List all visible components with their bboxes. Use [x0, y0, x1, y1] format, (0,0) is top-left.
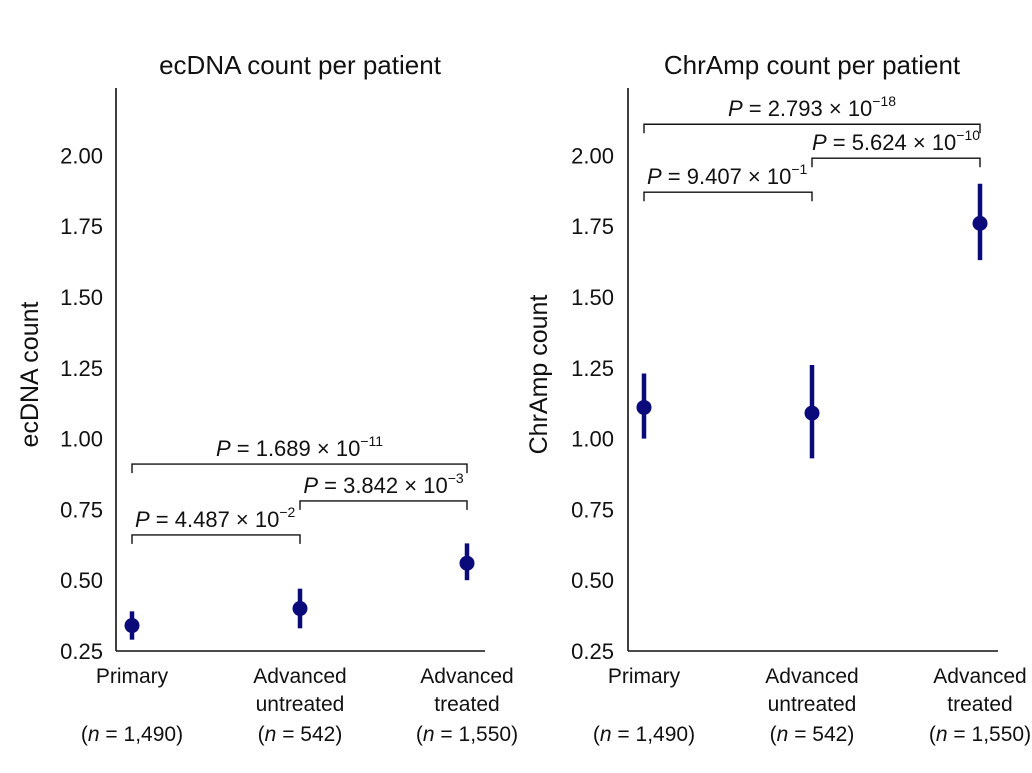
- y-tick-label: 0.75: [60, 497, 103, 522]
- y-tick-label: 1.00: [571, 427, 614, 452]
- x-category-label-line2: treated: [947, 693, 1012, 716]
- y-tick-label: 0.75: [571, 497, 614, 522]
- y-axis-label: ecDNA count: [16, 301, 44, 447]
- p-value-label: P = 1.689 × 10−11: [216, 433, 383, 461]
- y-tick-label: 1.00: [60, 427, 103, 452]
- p-value-label: P = 2.793 × 10−18: [728, 93, 896, 121]
- y-tick-label: 0.50: [571, 568, 614, 593]
- p-value-label: P = 3.842 × 10−3: [303, 470, 464, 498]
- significance-bracket: [811, 157, 981, 168]
- y-tick-label: 1.75: [571, 214, 614, 239]
- data-point: [459, 555, 475, 571]
- data-point: [972, 215, 988, 231]
- p-value-label: P = 9.407 × 10−1: [647, 161, 808, 189]
- significance-bracket: [643, 191, 813, 202]
- y-tick-label: 2.00: [60, 143, 103, 168]
- x-category-label-line2: untreated: [256, 693, 345, 716]
- y-tick-label: 1.25: [60, 356, 103, 381]
- y-tick-label: 0.50: [60, 568, 103, 593]
- x-category-label: Primary: [96, 665, 169, 688]
- significance-bracket: [131, 534, 301, 544]
- x-category-n-label: (n = 1,490): [593, 723, 695, 746]
- x-category-label: Advanced: [933, 665, 1026, 688]
- y-axis-label: ChrAmp count: [525, 295, 553, 455]
- p-value-label: P = 4.487 × 10−2: [135, 504, 296, 532]
- significance-bracket: [131, 463, 468, 474]
- y-tick-label: 1.75: [60, 214, 103, 239]
- y-tick-label: 1.50: [571, 285, 614, 310]
- p-value-label: P = 5.624 × 10−10: [812, 127, 980, 155]
- chart-title: ecDNA count per patient: [159, 50, 442, 80]
- chart-title: ChrAmp count per patient: [664, 50, 961, 80]
- x-category-label: Advanced: [420, 665, 513, 688]
- y-tick-label: 1.50: [60, 285, 103, 310]
- y-tick-label: 0.25: [60, 639, 103, 664]
- x-category-n-label: (n = 542): [770, 723, 855, 746]
- y-tick-label: 1.25: [571, 356, 614, 381]
- significance-bracket: [643, 123, 981, 134]
- data-point: [804, 405, 820, 421]
- x-category-n-label: (n = 542): [258, 723, 343, 746]
- x-category-label: Advanced: [765, 665, 858, 688]
- x-category-label: Primary: [608, 665, 681, 688]
- chart-panel-1: ecDNA count per patient ecDNA count 0.25 0.…: [16, 50, 518, 746]
- x-category-label: Advanced: [253, 665, 346, 688]
- data-point: [292, 601, 308, 617]
- data-point: [124, 618, 140, 634]
- x-category-label-line2: treated: [434, 693, 499, 716]
- y-tick-label: 0.25: [571, 639, 614, 664]
- y-tick-label: 2.00: [571, 143, 614, 168]
- significance-bracket: [299, 500, 468, 510]
- x-category-label-line2: untreated: [768, 693, 857, 716]
- data-point: [636, 399, 652, 415]
- chart-panel-2: ChrAmp count per patient ChrAmp count 0.25…: [525, 50, 1031, 746]
- x-category-n-label: (n = 1,550): [416, 723, 518, 746]
- x-category-n-label: (n = 1,550): [929, 723, 1031, 746]
- x-category-n-label: (n = 1,490): [81, 723, 183, 746]
